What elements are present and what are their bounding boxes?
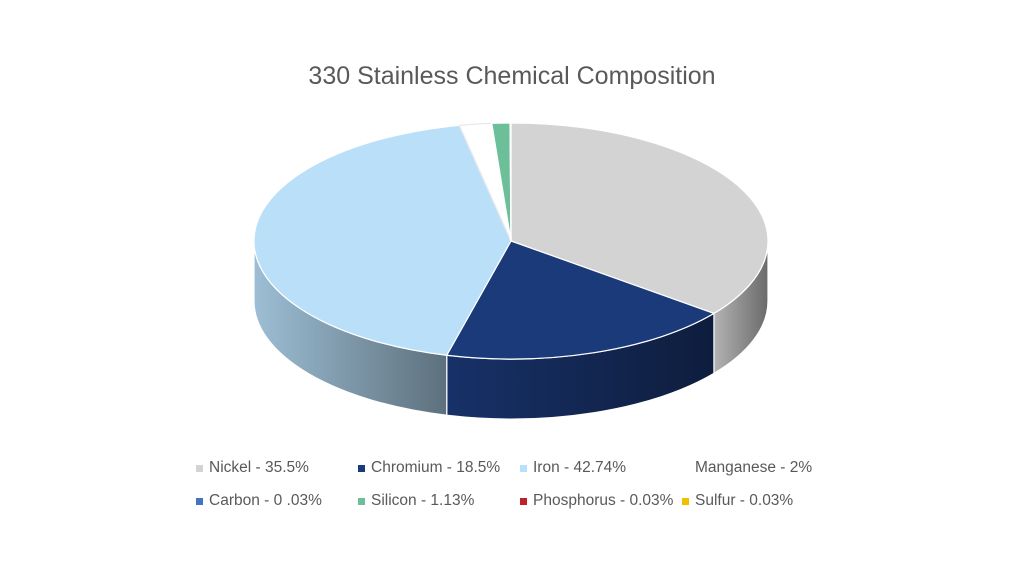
pie-slice-iron: [253, 124, 512, 356]
legend-swatch: [196, 497, 203, 505]
legend-item-carbon: Carbon - 0 .03%: [196, 492, 358, 510]
legend-swatch: [358, 497, 365, 505]
legend-swatch: [520, 497, 527, 505]
legend-item-iron: Iron - 42.74%: [520, 459, 682, 477]
pie-slice-chromium: [445, 240, 716, 360]
chart-title: 330 Stainless Chemical Composition: [308, 62, 716, 90]
legend-label: Silicon - 1.13%: [371, 492, 475, 509]
legend-swatch: [682, 497, 689, 505]
legend-item-silicon: Silicon - 1.13%: [358, 492, 520, 510]
legend-item-chromium: Chromium - 18.5%: [358, 459, 520, 477]
legend-label: Sulfur - 0.03%: [695, 492, 794, 509]
legend-swatch: [358, 464, 365, 472]
legend-item-nickel: Nickel - 35.5%: [196, 459, 358, 477]
legend-label: Chromium - 18.5%: [371, 459, 501, 476]
legend-row: Carbon - 0 .03% Silicon - 1.13% Phosphorus…: [196, 492, 832, 510]
legend-swatch: [196, 464, 203, 472]
pie-side-walls: [253, 240, 769, 420]
pie-top: [253, 122, 769, 360]
legend-label: Iron - 42.74%: [533, 459, 627, 476]
legend-label: Manganese - 2%: [695, 459, 813, 476]
legend-label: Nickel - 35.5%: [209, 459, 309, 476]
legend-label: Carbon - 0 .03%: [209, 492, 322, 509]
legend-swatch: [520, 464, 527, 472]
legend-item-sulfur: Sulfur - 0.03%: [682, 492, 832, 510]
legend-swatch: [682, 464, 689, 472]
legend-label: Phosphorus - 0.03%: [533, 492, 674, 509]
legend-item-manganese: Manganese - 2%: [682, 459, 832, 477]
pie-slice-nickel: [510, 122, 769, 315]
legend-row: Nickel - 35.5% Chromium - 18.5% Iron - 42.…: [196, 459, 832, 477]
legend-item-phosphorus: Phosphorus - 0.03%: [520, 492, 682, 510]
